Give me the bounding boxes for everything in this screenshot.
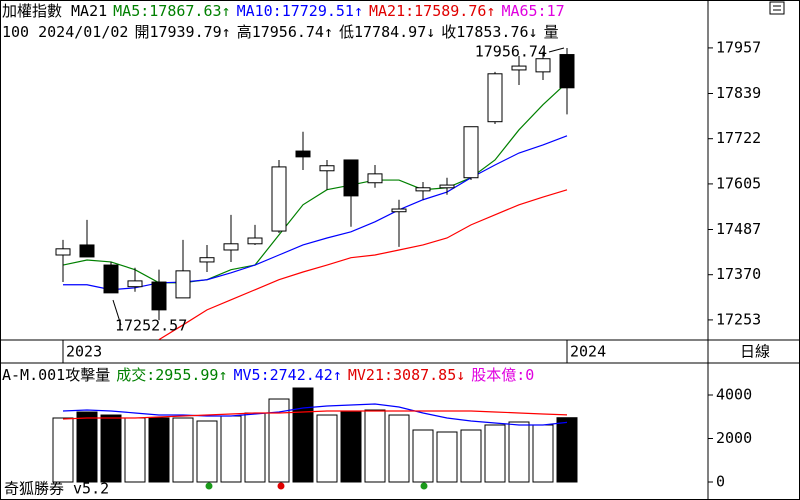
volume-bar [52,417,74,483]
window-button[interactable] [769,1,785,15]
indicator-line [158,189,568,341]
candle-body [295,150,311,158]
candle-body [511,65,527,71]
candle-body [439,184,455,189]
volume-bar [76,411,98,483]
volume-bar [124,417,146,483]
y-tick-label: 17722 [716,129,761,147]
y-tick-label: 17957 [716,38,761,56]
leader-line [548,47,565,53]
y-tick-label: 0 [716,472,725,490]
x-tick-label: 2023 [66,343,102,361]
header-item: MV21:3087.85↓ [348,366,465,384]
indicator-line [62,410,568,420]
volume-bar [316,414,338,483]
candle-body [223,243,239,251]
header-item: 100 2024/01/02 [2,23,128,41]
volume-bar [100,414,122,483]
period-label: 日線 [740,343,770,361]
signal-dot [420,482,428,490]
y-tick-label: 17487 [716,220,761,238]
header-line: 100 2024/01/02 開17939.79↑ 高17956.74↑ 低17784… [2,23,559,41]
high-label: 17956.74 [475,43,547,61]
candle-body [343,159,359,197]
volume-bar [508,421,530,483]
volume-bar [412,429,434,483]
candle-body [391,208,407,213]
header-item: 股本億:0 [471,366,534,384]
signal-dot [205,482,213,490]
app-version: 奇狐勝券 v5.2 [4,480,109,498]
indicator-line [63,135,568,291]
volume-bar [268,398,290,483]
header-item: 高17956.74↑ [237,23,333,41]
candle-body [175,270,191,299]
candle-body [415,187,431,192]
volume-bar [220,415,242,483]
leader-line [112,299,122,326]
indicator-line [62,403,568,426]
volume-bar [292,387,314,483]
volume-bar [556,417,578,483]
candle-body [559,54,575,89]
header-item: MA5:17867.63↑ [113,2,230,20]
candle-body [535,58,551,73]
candle-body [367,173,383,184]
volume-bar [196,420,218,483]
volume-bar [244,412,266,483]
low-label: 17252.57 [115,317,187,335]
header-item: MV5:2742.42↑ [234,366,342,384]
volume-bar [484,424,506,483]
volume-bar [364,409,386,483]
candle-body [487,73,503,123]
candle-body [319,165,335,172]
volume-bar [148,417,170,483]
y-tick-label: 17370 [716,265,761,283]
header-item: 收17853.76↓ [441,23,537,41]
header-item: MA65:17 [501,2,564,20]
candle-body [463,126,479,179]
header-item: 開17939.79↑ [134,23,230,41]
header-item: 低17784.97↓ [339,23,435,41]
volume-bar [340,411,362,483]
candle-body [151,281,167,311]
header-item: 加權指數 MA21 [2,2,107,20]
volume-bar [532,424,554,483]
y-tick-label: 17605 [716,174,761,192]
header-line: 加權指數 MA21 MA5:17867.63↑ MA10:17729.51↑ MA21… [2,2,565,20]
volume-bar [388,414,410,483]
header-line: A-M.001攻擊量 成交:2955.99↑ MV5:2742.42↑ MV21:30… [2,366,534,384]
y-tick-label: 17253 [716,310,761,328]
x-tick-label: 2024 [570,343,606,361]
candle-body [271,166,287,232]
candle-body [79,244,95,258]
volume-bar [172,417,194,483]
signal-dot [277,482,285,490]
header-item: 量 [544,23,559,41]
header-item: A-M.001攻擊量 [2,366,110,384]
candle-body [103,264,119,294]
header: 加權指數 MA21 MA5:17867.63↑ MA10:17729.51↑ MA21… [2,2,565,41]
y-tick-label: 4000 [716,386,752,404]
volume-bar [460,429,482,483]
candle-body [127,280,143,288]
volume-bar [436,431,458,483]
header-item: 成交:2955.99↑ [116,366,227,384]
header-item: MA10:17729.51↑ [237,2,363,20]
candle-body [247,237,263,245]
y-tick-label: 17839 [716,84,761,102]
y-tick-label: 2000 [716,429,752,447]
candle-body [199,257,215,263]
header-item: MA21:17589.76↑ [369,2,495,20]
indicator-line [62,81,568,284]
candle-body [55,248,71,256]
